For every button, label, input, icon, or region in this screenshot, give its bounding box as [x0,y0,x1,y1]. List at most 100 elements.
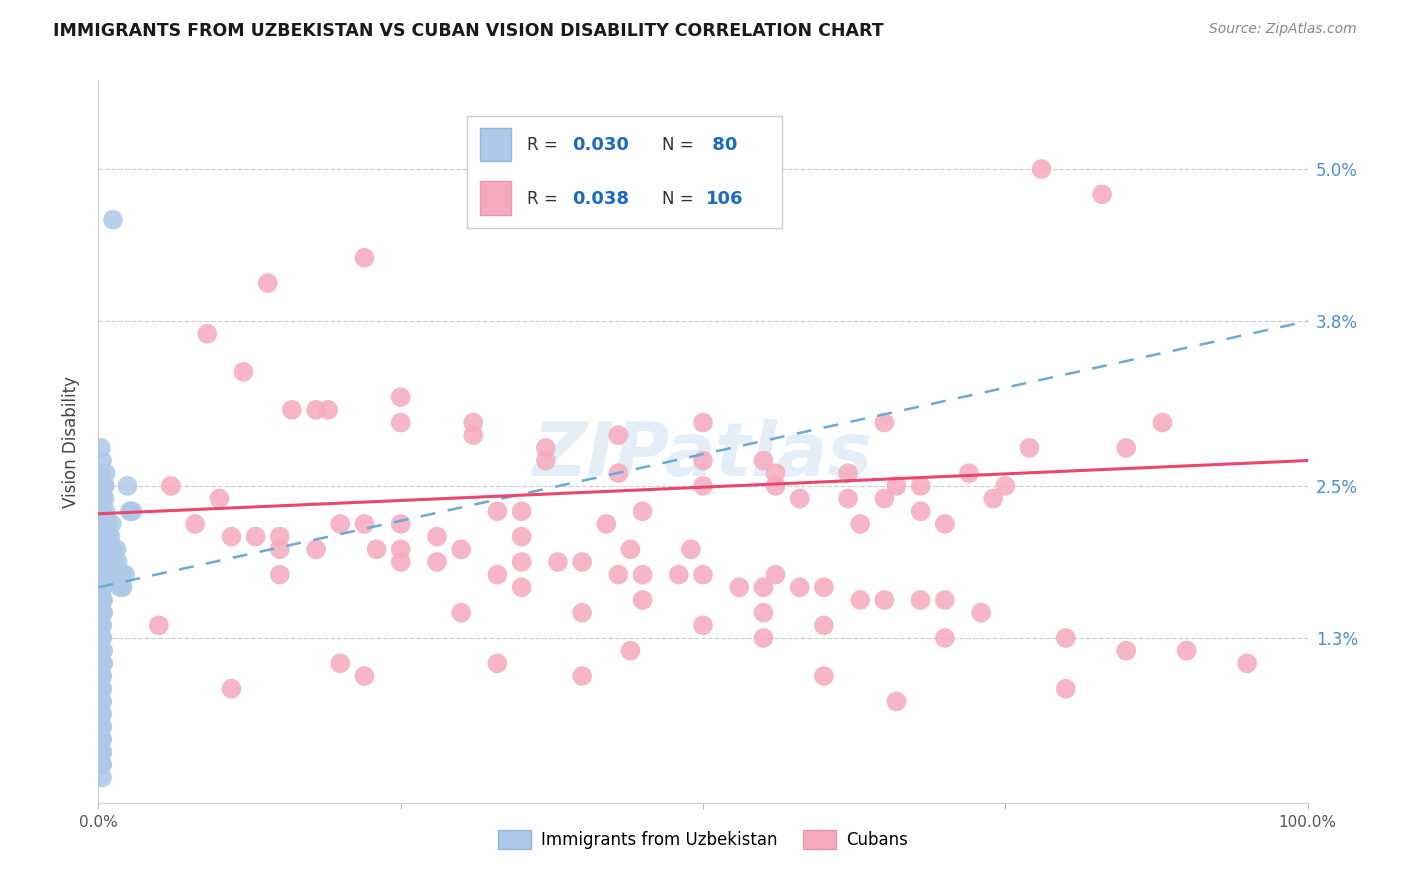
Point [91,542,114,557]
Point [981,491,1004,506]
Point [353,516,375,531]
Point [93,479,115,493]
Point [91,530,114,544]
Point [91,453,114,467]
Point [389,542,412,557]
Point [91,618,114,632]
Point [91,555,114,569]
Point [232,365,254,379]
Point [101,542,124,557]
Point [849,516,872,531]
Point [873,491,896,506]
Point [104,567,127,582]
Point [91,606,114,620]
Point [607,567,630,582]
Text: IMMIGRANTS FROM UZBEKISTAN VS CUBAN VISION DISABILITY CORRELATION CHART: IMMIGRANTS FROM UZBEKISTAN VS CUBAN VISI… [53,22,884,40]
Point [813,618,835,632]
Point [91,694,114,708]
Point [91,555,114,569]
Point [873,593,896,607]
Point [534,441,557,455]
Point [121,504,143,518]
Point [1018,441,1040,455]
Point [91,618,114,632]
Point [752,631,775,645]
Point [91,681,114,696]
Point [692,479,714,493]
Point [765,567,787,582]
Point [269,567,291,582]
Point [91,631,114,645]
Point [91,681,114,696]
Point [90,441,112,455]
Point [765,479,787,493]
Point [195,326,218,341]
Point [93,491,115,506]
Point [91,643,114,657]
Point [1054,631,1077,645]
Point [91,745,114,759]
Point [849,593,872,607]
Point [957,467,980,481]
Point [752,580,775,594]
Point [305,402,328,417]
Point [426,555,449,569]
Point [256,276,278,290]
Point [108,567,131,582]
Point [108,580,131,594]
Point [692,453,714,467]
Point [366,542,388,557]
Point [245,530,267,544]
Point [486,567,509,582]
Point [91,479,114,493]
Point [94,467,117,481]
Point [353,669,375,683]
Point [90,504,112,518]
Point [269,542,291,557]
Point [91,657,114,671]
Point [631,504,654,518]
Point [100,516,122,531]
Point [631,567,654,582]
Point [994,479,1017,493]
Point [91,606,114,620]
Point [426,530,449,544]
Point [91,669,114,683]
Point [91,542,114,557]
Point [105,542,128,557]
Point [463,428,485,442]
Point [510,530,533,544]
Point [510,580,533,594]
Point [571,555,593,569]
Point [1175,643,1198,657]
Point [1152,416,1174,430]
Point [91,631,114,645]
Point [631,593,654,607]
Point [934,631,956,645]
Point [752,453,775,467]
Point [91,580,114,594]
Point [934,593,956,607]
Point [1054,681,1077,696]
Point [1091,187,1114,202]
Point [886,479,908,493]
Point [221,681,243,696]
Point [94,504,117,518]
Point [91,567,114,582]
Point [91,530,114,544]
Point [91,643,114,657]
Point [1236,657,1258,671]
Point [595,516,617,531]
Point [728,580,751,594]
Point [91,516,114,531]
Point [269,530,291,544]
Point [91,593,114,607]
Point [93,479,115,493]
Point [389,390,412,404]
Point [607,467,630,481]
Point [118,504,141,518]
Point [97,530,120,544]
Point [329,516,352,531]
Point [96,542,118,557]
Point [98,542,121,557]
